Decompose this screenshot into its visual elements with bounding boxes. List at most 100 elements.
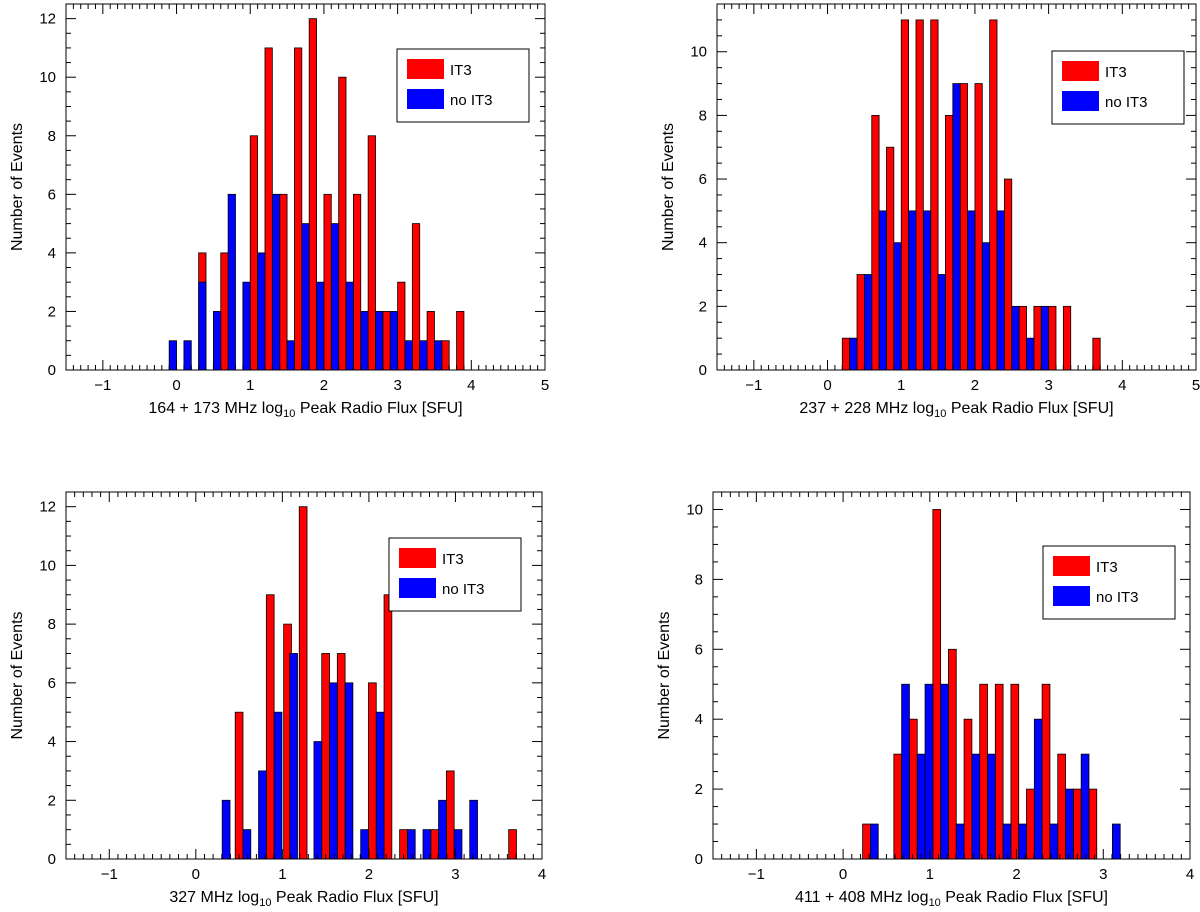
bar [389, 311, 399, 371]
bar [242, 829, 252, 860]
y-axis-title: Number of Events [9, 123, 26, 251]
bar [375, 311, 384, 371]
bar [286, 340, 295, 371]
bar [856, 274, 865, 371]
bar [1065, 788, 1074, 860]
x-tick-label: 5 [1192, 377, 1200, 394]
bar [871, 114, 880, 371]
y-tick-label: 8 [695, 571, 703, 588]
legend-swatch-no-it3 [399, 578, 436, 598]
y-tick-label: 10 [686, 501, 703, 518]
legend: IT3 no IT3 [1042, 545, 1176, 620]
x-axis-title: 411 + 408 MHz log10 Peak Radio Flux [SFU… [795, 889, 1108, 909]
y-tick-label: 10 [39, 69, 56, 86]
legend-swatch-it3 [407, 59, 444, 79]
x-tick-label: 4 [1118, 377, 1126, 394]
bar [271, 193, 281, 371]
bar [183, 340, 192, 371]
x-tick-label: 2 [1012, 866, 1020, 883]
legend-label-it3: IT3 [442, 551, 464, 568]
bar [963, 718, 973, 860]
x-tick-label: 3 [1099, 866, 1107, 883]
y-tick-label: 8 [699, 107, 707, 124]
bar [298, 506, 308, 860]
legend-swatch-it3 [399, 548, 436, 568]
bar [383, 594, 393, 860]
bar [1080, 753, 1090, 860]
bar [909, 718, 918, 860]
bar [221, 799, 231, 860]
x-tick-label: 0 [823, 377, 831, 394]
bar [508, 829, 517, 860]
bar [908, 210, 917, 371]
bar [345, 281, 354, 371]
x-tick-label: 0 [192, 866, 200, 883]
bar [1018, 823, 1027, 860]
bar [242, 281, 251, 371]
legend-label-no-it3: no IT3 [450, 92, 493, 109]
bar [1092, 337, 1101, 371]
plot-frame [716, 3, 1197, 371]
y-tick-label: 2 [48, 303, 56, 320]
legend-swatch-no-it3 [1062, 91, 1099, 111]
bar [313, 741, 323, 860]
bar [1111, 823, 1121, 860]
x-tick-label: 3 [451, 866, 459, 883]
legend-swatch-it3 [1062, 61, 1099, 81]
y-tick-label: 2 [699, 298, 707, 315]
bar [981, 242, 991, 371]
bar [352, 193, 362, 371]
bar [279, 193, 288, 371]
y-tick-label: 6 [48, 675, 56, 692]
bar [338, 76, 347, 371]
bar [1048, 305, 1057, 371]
bar [469, 799, 478, 860]
legend-label-no-it3: no IT3 [1096, 589, 1139, 606]
bar [893, 753, 903, 860]
bar [368, 682, 377, 860]
y-tick-label: 4 [48, 734, 56, 751]
bar [220, 252, 229, 371]
y-tick-label: 12 [39, 11, 56, 28]
x-tick-label: 2 [320, 377, 328, 394]
bar [959, 83, 968, 371]
y-tick-label: 6 [699, 171, 707, 188]
x-tick-label: −1 [101, 866, 118, 883]
bar [948, 648, 957, 860]
bar [212, 311, 222, 371]
series-it3 [841, 19, 1101, 371]
x-tick-label: 4 [1186, 866, 1194, 883]
bar [273, 711, 283, 860]
legend: IT3 no IT3 [396, 48, 530, 123]
bar [863, 274, 873, 371]
bar [932, 509, 942, 860]
x-tick-label: 1 [897, 377, 905, 394]
bar [937, 274, 946, 371]
y-tick-label: 6 [48, 186, 56, 203]
bar [249, 135, 258, 371]
x-axis-title: 164 + 173 MHz log10 Peak Radio Flux [SFU… [148, 400, 462, 420]
y-tick-label: 2 [48, 792, 56, 809]
x-tick-label: 3 [393, 377, 401, 394]
legend: IT3 no IT3 [1051, 50, 1185, 125]
x-axis-title: 237 + 228 MHz log10 Peak Radio Flux [SFU… [799, 400, 1113, 420]
bar [1040, 305, 1050, 371]
y-tick-label: 6 [695, 641, 703, 658]
legend-label-it3: IT3 [1105, 64, 1127, 81]
bar [1033, 305, 1042, 371]
bar [264, 47, 273, 371]
x-tick-label: 1 [926, 866, 934, 883]
bar [265, 594, 275, 860]
y-axis-title: Number of Events [9, 611, 26, 739]
bar [316, 281, 325, 371]
bar [407, 829, 416, 860]
y-tick-label: 4 [695, 711, 703, 728]
bar [234, 711, 244, 860]
bar [849, 337, 858, 371]
bar [886, 146, 895, 371]
y-axis-title: Number of Events [660, 123, 677, 251]
plot-frame [65, 491, 543, 860]
bar [198, 281, 207, 371]
